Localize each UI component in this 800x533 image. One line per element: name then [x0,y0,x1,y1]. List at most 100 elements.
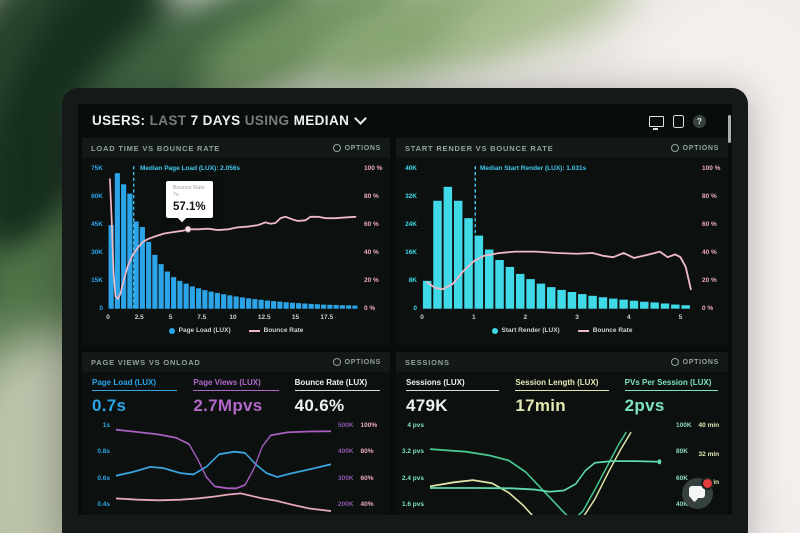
metric-value: 40.6% [294,396,345,415]
panel-title: SESSIONS [405,357,450,367]
gear-icon [332,358,341,366]
options-button[interactable]: OPTIONS [670,144,719,152]
options-button[interactable]: OPTIONS [670,358,719,366]
panel-page-views-vs-onload: PAGE VIEWS VS ONLOAD OPTIONS Page Load (… [82,352,390,515]
axis-tick-label: 80% [360,448,374,456]
axis-tick-label: 4 pvs [407,422,424,429]
y-axis-left: 40K 32K 24K 16K 8K 0 [396,163,422,313]
start-render-histogram [422,166,692,309]
panel-title: PAGE VIEWS VS ONLOAD [91,357,201,367]
panel-load-time-vs-bounce-rate: LOAD TIME VS BOUNCE RATE OPTIONS 75K 60K 4… [82,138,390,346]
mobile-icon[interactable] [673,115,684,128]
axis-tick-label: 0 [99,305,103,312]
axis-tick-label: 32 min [698,450,720,458]
legend-bounce-rate[interactable]: Bounce Rate [577,327,632,334]
axis-tick-label: 24K [405,221,417,228]
x-axis: 0 1 2 3 4 5 [420,314,696,324]
legend-line-icon [248,329,260,332]
axis-tick-label: 8K [408,277,417,284]
axis-tick-label: 1s [102,422,110,429]
users-label: USERS: [92,113,146,128]
dashboard-screen: USERS: LAST 7 DAYS USING MEDIAN ? LOAD T… [78,104,732,515]
days-value: 7 DAYS [190,113,241,128]
y-axis-left: 75K 60K 45K 30K 15K 0 [82,163,108,313]
scrollbar-thumb[interactable] [728,115,731,143]
axis-tick-label: 32K [405,193,417,200]
axis-tick-label: 200K [338,500,354,508]
axis-tick-label: 20 % [364,277,379,284]
metric-value: 17min [515,396,566,415]
axis-tick-label: 2.4 pvs [401,474,424,482]
start-render-chart: Median Start Render (LUX): 1.031s [422,163,696,313]
metric-bounce-rate: Bounce Rate (LUX) 40.6% [294,378,380,416]
help-icon[interactable]: ? [693,115,706,128]
metric-value: 479K [406,396,448,415]
y-axis-right: 100 % 80 % 60 % 40 % 20 % 0 % [696,163,728,313]
word-using: USING [244,113,290,128]
metric-value: 0.7s [92,396,127,415]
word-last: LAST [149,113,187,128]
options-button[interactable]: OPTIONS [332,144,381,152]
sessions-lines [430,431,662,515]
load-time-histogram [108,166,358,309]
median-annotation: Median Start Render (LUX): 1.031s [480,165,587,172]
axis-tick-label: 30K [91,249,103,256]
metric-session-length: Session Length (LUX) 17min [515,378,609,416]
axis-tick-label: 1.6 pvs [401,500,424,508]
axis-tick-label: 80 % [702,193,717,200]
desktop-icon[interactable] [649,116,664,130]
metric-value: 2.7Mpvs [193,396,263,415]
legend-start-render[interactable]: Start Render (LUX) [491,327,560,334]
axis-tick-label: 40% [360,500,374,508]
legend-dot-icon [168,327,175,334]
panel-sessions: SESSIONS OPTIONS Sessions (LUX) 479K Ses… [396,352,728,515]
metric-sessions: Sessions (LUX) 479K [406,378,500,416]
axis-tick-label: 60 % [364,221,379,228]
axis-tick-label: 75K [91,165,103,172]
y-axis-right: 500K 400K 300K 200K 100% 80% 60% 40% [331,418,390,515]
gear-icon [670,144,679,152]
axis-tick-label: 12.5 [257,314,271,321]
axis-tick-label: 300K [338,474,354,482]
axis-tick-label: 100 % [702,165,721,172]
axis-tick-label: 60% [360,474,374,482]
page-views-lines [116,428,331,512]
axis-tick-label: 500K [338,422,354,429]
laptop: USERS: LAST 7 DAYS USING MEDIAN ? LOAD T… [62,88,748,533]
axis-tick-label: 0 [106,314,110,321]
axis-tick-label: 45K [91,221,103,228]
axis-tick-label: 100K [676,422,692,429]
y-axis-right: 100 % 80 % 60 % 40 % 20 % 0 % [358,163,390,313]
axis-tick-label: 16K [405,249,417,256]
axis-tick-label: 0 % [702,305,714,312]
panel-title: LOAD TIME VS BOUNCE RATE [91,143,221,153]
y-axis-left: 4 pvs 3.2 pvs 2.4 pvs 1.6 pvs [396,418,430,515]
axis-tick-label: 3.2 pvs [401,448,424,456]
notification-badge [701,477,714,490]
axis-tick-label: 80 % [364,193,379,200]
axis-tick-label: 0.6s [97,474,110,482]
chat-widget-button[interactable] [682,477,714,509]
axis-tick-label: 100% [360,422,378,429]
axis-tick-label: 60 % [702,221,717,228]
metric-value: 2pvs [624,396,665,415]
axis-tick-label: 0.8s [97,448,110,456]
axis-tick-label: 20 % [702,277,717,284]
chevron-down-icon [354,112,368,125]
users-range-dropdown[interactable]: USERS: LAST 7 DAYS USING MEDIAN [92,112,368,128]
legend-bounce-rate[interactable]: Bounce Rate [248,327,303,334]
axis-tick-label: 60K [91,193,103,200]
axis-tick-label: 0 % [364,305,376,312]
axis-tick-label: 60K [676,474,688,482]
axis-tick-label: 2 [523,314,528,321]
axis-tick-label: 5 [678,314,683,321]
median-annotation: Median Page Load (LUX): 2.056s [140,165,241,172]
y-axis-left: 1s 0.8s 0.6s 0.4s [82,418,116,515]
legend-page-load[interactable]: Page Load (LUX) [168,327,231,334]
options-button[interactable]: OPTIONS [332,358,381,366]
axis-tick-label: 100 % [364,165,383,172]
gear-icon [332,144,341,152]
panel-title: START RENDER VS BOUNCE RATE [405,143,554,153]
sessions-chart [430,418,669,515]
